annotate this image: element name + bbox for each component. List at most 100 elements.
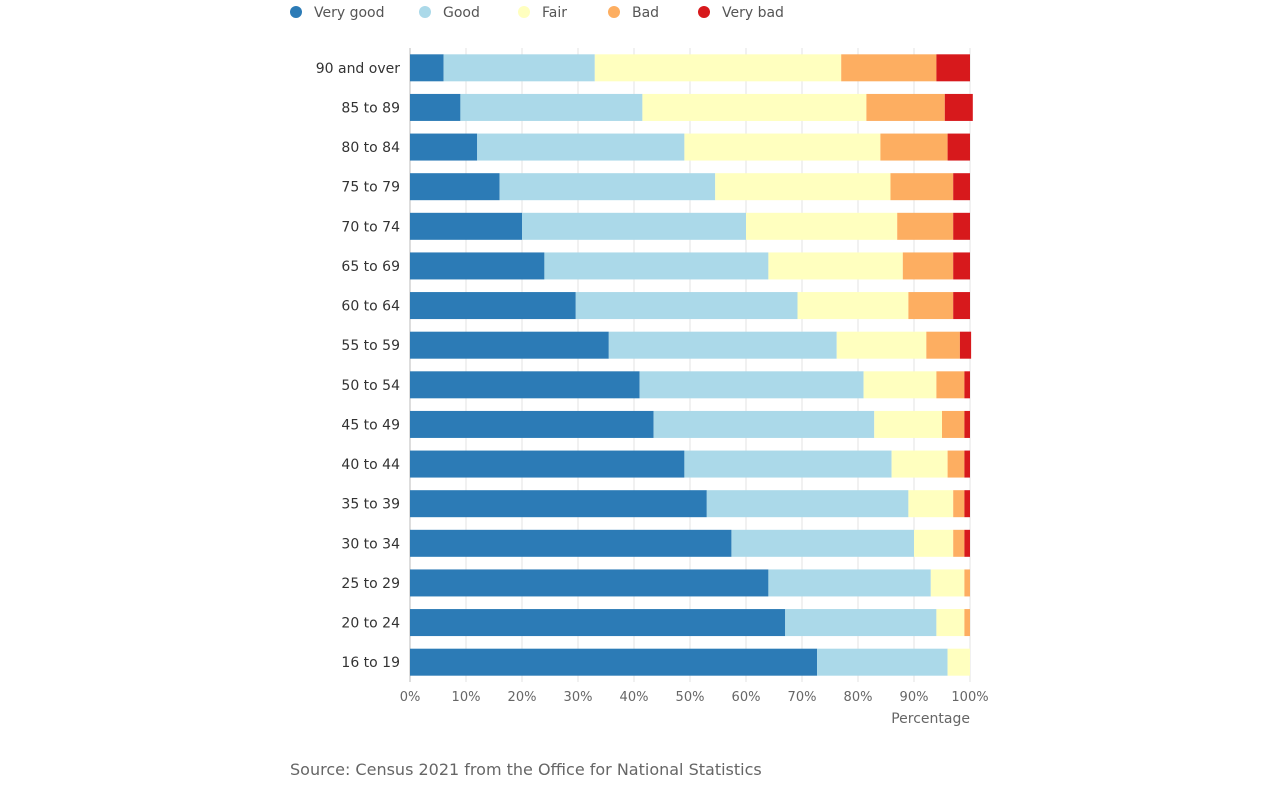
bar-segment — [902, 252, 954, 280]
category-label: 30 to 34 — [341, 536, 400, 552]
legend-label: Bad — [632, 5, 659, 21]
legend-swatch — [290, 6, 302, 18]
bar-segment — [410, 648, 818, 676]
health-by-age-chart: Very good Good Fair Bad Very bad 90 and over… — [290, 5, 989, 727]
bar-segment — [953, 212, 970, 240]
source-note: Source: Census 2021 from the Office for … — [290, 760, 762, 779]
category-label: 16 to 19 — [341, 655, 400, 671]
bar-segment — [942, 410, 965, 438]
bar-segment — [964, 609, 970, 637]
bar-segment — [410, 133, 478, 161]
legend-swatch — [518, 6, 530, 18]
bar-segment — [964, 490, 970, 518]
bar-segment — [908, 490, 954, 518]
bar-segment — [460, 93, 643, 121]
bar-segment — [410, 331, 609, 359]
category-label: 20 to 24 — [341, 616, 400, 632]
x-tick-label: 70% — [788, 690, 817, 705]
bar-segment — [863, 371, 937, 399]
bar-segment — [653, 410, 875, 438]
legend-swatch — [608, 6, 620, 18]
x-tick-label: 0% — [400, 690, 421, 705]
bar-segment — [594, 54, 842, 82]
x-tick-label: 80% — [844, 690, 873, 705]
bar-segment — [836, 331, 927, 359]
bar-segment — [930, 569, 965, 597]
bar-segment — [947, 648, 970, 676]
bar-segment — [953, 529, 965, 557]
bar-segment — [964, 410, 970, 438]
bar-segment — [891, 450, 948, 478]
bar-segment — [926, 331, 960, 359]
bar-segment — [544, 252, 769, 280]
bar-segment — [953, 173, 970, 201]
category-label: 75 to 79 — [341, 180, 400, 196]
x-tick-label: 100% — [951, 690, 988, 705]
y-axis-labels: 90 and over 85 to 89 80 to 84 75 to 79 70 to… — [316, 61, 401, 671]
bar-segment — [410, 371, 640, 399]
bar-segment — [953, 252, 970, 280]
bar-segment — [947, 450, 965, 478]
bar-segment — [499, 173, 716, 201]
bar-segment — [410, 410, 654, 438]
category-label: 25 to 29 — [341, 576, 400, 592]
chart-bars — [410, 54, 973, 676]
bar-segment — [964, 371, 970, 399]
bar-segment — [768, 569, 931, 597]
bar-segment — [874, 410, 942, 438]
bar-segment — [964, 569, 970, 597]
x-tick-label: 40% — [620, 690, 649, 705]
bar-segment — [890, 173, 954, 201]
legend-label: Good — [443, 5, 480, 21]
bar-segment — [706, 490, 909, 518]
bar-segment — [410, 450, 685, 478]
bar-segment — [608, 331, 837, 359]
bar-segment — [642, 93, 867, 121]
bar-segment — [410, 609, 786, 637]
bar-segment — [936, 609, 965, 637]
bar-segment — [953, 490, 965, 518]
bar-segment — [410, 93, 461, 121]
bar-segment — [880, 133, 948, 161]
bar-segment — [410, 569, 769, 597]
bar-segment — [410, 292, 576, 320]
bar-segment — [936, 371, 965, 399]
bar-segment — [785, 609, 937, 637]
bar-segment — [410, 173, 500, 201]
bar-segment — [866, 93, 945, 121]
legend-label: Fair — [542, 5, 567, 21]
bar-segment — [715, 173, 891, 201]
bar-segment — [964, 450, 970, 478]
x-tick-label: 90% — [900, 690, 929, 705]
category-label: 90 and over — [316, 61, 401, 77]
bar-segment — [797, 292, 909, 320]
bar-segment — [410, 529, 732, 557]
bar-segment — [477, 133, 685, 161]
x-tick-label: 20% — [508, 690, 537, 705]
category-label: 65 to 69 — [341, 259, 400, 275]
x-tick-label: 50% — [676, 690, 705, 705]
bar-segment — [684, 133, 881, 161]
category-label: 35 to 39 — [341, 497, 400, 513]
bar-segment — [410, 54, 444, 82]
bar-segment — [841, 54, 937, 82]
category-label: 40 to 44 — [341, 457, 400, 473]
bar-segment — [964, 529, 970, 557]
chart-legend: Very good Good Fair Bad Very bad — [290, 5, 784, 21]
bar-segment — [639, 371, 864, 399]
legend-label: Very bad — [722, 5, 784, 21]
bar-segment — [684, 450, 892, 478]
legend-label: Very good — [314, 5, 385, 21]
x-tick-label: 10% — [452, 690, 481, 705]
bar-segment — [410, 490, 707, 518]
x-tick-label: 30% — [564, 690, 593, 705]
category-label: 60 to 64 — [341, 299, 400, 315]
bar-segment — [768, 252, 903, 280]
bar-segment — [914, 529, 954, 557]
category-label: 70 to 74 — [341, 219, 400, 235]
bar-segment — [944, 93, 973, 121]
x-axis-title: Percentage — [891, 711, 970, 727]
bar-segment — [953, 292, 970, 320]
bar-segment — [410, 212, 522, 240]
bar-segment — [746, 212, 898, 240]
